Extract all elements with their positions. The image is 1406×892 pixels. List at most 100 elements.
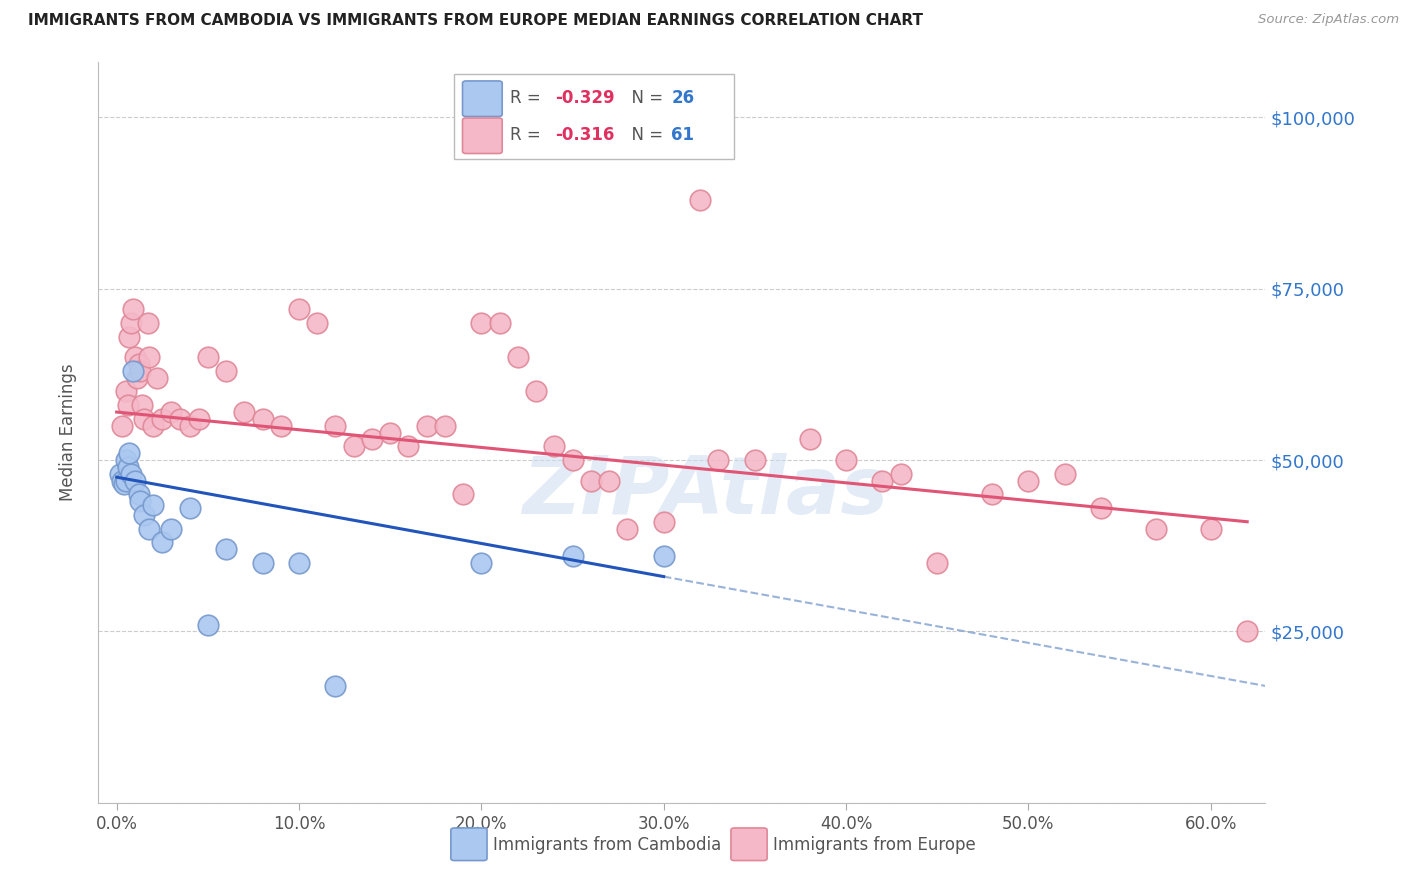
Point: [111, 418, 134, 433]
Point: [799, 433, 821, 447]
Point: [561, 453, 583, 467]
FancyBboxPatch shape: [463, 118, 502, 153]
Point: [598, 474, 620, 488]
Text: IMMIGRANTS FROM CAMBODIA VS IMMIGRANTS FROM EUROPE MEDIAN EARNINGS CORRELATION C: IMMIGRANTS FROM CAMBODIA VS IMMIGRANTS F…: [28, 13, 924, 29]
Text: Source: ZipAtlas.com: Source: ZipAtlas.com: [1258, 13, 1399, 27]
Point: [131, 398, 153, 412]
Point: [160, 405, 183, 419]
FancyBboxPatch shape: [451, 828, 486, 861]
Point: [325, 418, 347, 433]
Point: [1090, 501, 1112, 516]
Point: [142, 418, 165, 433]
Text: N =: N =: [621, 126, 669, 144]
Point: [361, 433, 384, 447]
Point: [169, 412, 191, 426]
Point: [451, 487, 474, 501]
Point: [150, 535, 173, 549]
Point: [288, 302, 311, 317]
Point: [524, 384, 547, 399]
Point: [433, 418, 456, 433]
Point: [125, 371, 148, 385]
FancyBboxPatch shape: [454, 73, 734, 159]
Point: [288, 556, 311, 570]
Point: [1236, 624, 1258, 639]
Point: [117, 398, 139, 412]
Point: [114, 384, 136, 399]
Point: [118, 329, 141, 343]
Point: [325, 679, 347, 693]
Text: Immigrants from Europe: Immigrants from Europe: [773, 836, 976, 854]
Text: 26: 26: [672, 89, 695, 107]
Point: [129, 364, 152, 378]
Text: N =: N =: [621, 89, 669, 107]
Text: Immigrants from Cambodia: Immigrants from Cambodia: [494, 836, 721, 854]
Point: [187, 412, 209, 426]
Point: [128, 487, 150, 501]
FancyBboxPatch shape: [731, 828, 768, 861]
Point: [872, 474, 894, 488]
Point: [138, 350, 160, 364]
Point: [114, 453, 136, 467]
Point: [506, 350, 529, 364]
Point: [470, 556, 492, 570]
Point: [112, 477, 135, 491]
Point: [1017, 474, 1039, 488]
Point: [689, 193, 711, 207]
Point: [270, 418, 292, 433]
Point: [652, 515, 675, 529]
Point: [160, 522, 183, 536]
Point: [215, 364, 238, 378]
Y-axis label: Median Earnings: Median Earnings: [59, 364, 77, 501]
Point: [215, 542, 238, 557]
Point: [122, 302, 145, 317]
Point: [132, 412, 155, 426]
Point: [1144, 522, 1167, 536]
Point: [380, 425, 402, 440]
Point: [835, 453, 858, 467]
Point: [129, 494, 152, 508]
Point: [120, 467, 142, 481]
Point: [470, 316, 492, 330]
Point: [179, 418, 201, 433]
Point: [142, 498, 165, 512]
Point: [1053, 467, 1076, 481]
Point: [343, 439, 366, 453]
Point: [179, 501, 201, 516]
Point: [150, 412, 173, 426]
Point: [579, 474, 602, 488]
Point: [307, 316, 329, 330]
Point: [117, 459, 139, 474]
Point: [980, 487, 1002, 501]
Point: [197, 617, 219, 632]
Point: [252, 556, 274, 570]
Point: [543, 439, 565, 453]
Text: -0.316: -0.316: [555, 126, 614, 144]
FancyBboxPatch shape: [463, 81, 502, 117]
Point: [128, 357, 150, 371]
Point: [561, 549, 583, 563]
Point: [616, 522, 638, 536]
Text: R =: R =: [510, 89, 547, 107]
Text: -0.329: -0.329: [555, 89, 614, 107]
Point: [707, 453, 730, 467]
Point: [744, 453, 766, 467]
Point: [927, 556, 949, 570]
Point: [415, 418, 437, 433]
Point: [396, 439, 419, 453]
Point: [124, 350, 146, 364]
Point: [118, 446, 141, 460]
Point: [146, 371, 169, 385]
Point: [122, 364, 145, 378]
Point: [138, 522, 160, 536]
Point: [652, 549, 675, 563]
Point: [197, 350, 219, 364]
Text: R =: R =: [510, 126, 547, 144]
Point: [120, 316, 142, 330]
Point: [488, 316, 510, 330]
Point: [110, 467, 132, 481]
Text: ZIPAtlas: ZIPAtlas: [522, 453, 889, 531]
Text: 61: 61: [672, 126, 695, 144]
Point: [114, 474, 136, 488]
Point: [136, 316, 159, 330]
Point: [233, 405, 256, 419]
